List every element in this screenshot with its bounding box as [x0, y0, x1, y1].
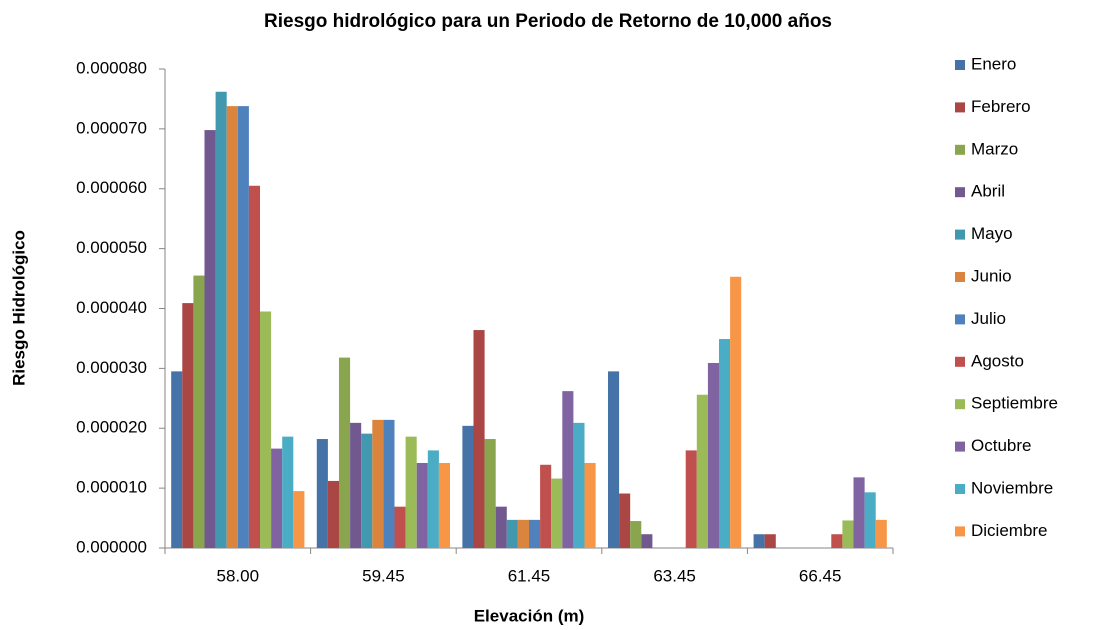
bar	[361, 433, 373, 548]
legend-label: Abril	[971, 182, 1005, 201]
bar	[529, 519, 541, 548]
legend-label: Diciembre	[971, 521, 1048, 540]
legend-label: Marzo	[971, 139, 1018, 158]
x-tick-label: 63.45	[653, 566, 696, 585]
bar	[226, 106, 238, 548]
bar	[764, 534, 776, 548]
bar	[831, 534, 843, 548]
legend-label: Junio	[971, 266, 1012, 285]
bar	[237, 106, 249, 548]
bar	[282, 436, 294, 548]
bar	[875, 519, 887, 548]
bar	[685, 450, 697, 548]
bar	[730, 276, 742, 548]
legend-swatch	[955, 484, 965, 494]
y-tick-label: 0.000000	[76, 537, 147, 556]
legend-swatch	[955, 60, 965, 70]
bar	[495, 506, 507, 548]
y-tick-label: 0.000030	[76, 358, 147, 377]
bar	[619, 493, 631, 548]
legend-swatch	[955, 526, 965, 537]
bar	[372, 419, 384, 548]
legend-swatch	[955, 314, 965, 325]
bar	[462, 425, 474, 548]
bar	[484, 439, 496, 548]
y-tick-label: 0.000060	[76, 178, 147, 197]
y-tick-label: 0.000040	[76, 298, 147, 317]
bar	[707, 362, 720, 548]
bar	[204, 130, 216, 548]
bar	[350, 422, 362, 548]
bar	[842, 520, 854, 548]
legend-swatch	[955, 102, 965, 113]
bar	[215, 91, 227, 548]
y-axis-label: Riesgo Hidrológico	[9, 230, 28, 386]
legend-swatch	[955, 229, 965, 240]
x-tick-label: 66.45	[799, 566, 842, 585]
legend-label: Julio	[971, 309, 1006, 328]
x-tick-label: 59.45	[362, 566, 405, 585]
bar	[641, 534, 653, 548]
legend-swatch	[955, 399, 965, 410]
bar	[864, 492, 876, 548]
x-tick-label: 61.45	[508, 566, 551, 585]
legend-label: Enero	[971, 54, 1016, 73]
bar	[338, 357, 351, 548]
bar	[271, 448, 283, 548]
legend-swatch	[955, 356, 965, 367]
y-tick-label: 0.000010	[76, 478, 147, 497]
bar	[573, 422, 585, 548]
y-tick-label: 0.000070	[76, 118, 147, 137]
bar	[517, 519, 529, 548]
bar	[630, 521, 642, 548]
legend-label: Febrero	[971, 97, 1031, 116]
bar	[696, 394, 708, 548]
bar	[182, 303, 194, 548]
bar	[416, 462, 428, 548]
bar	[506, 519, 518, 548]
bar	[248, 185, 261, 548]
y-tick-label: 0.000020	[76, 418, 147, 437]
x-axis-label: Elevación (m)	[474, 606, 585, 625]
y-tick-label: 0.000080	[76, 58, 147, 77]
legend-swatch	[955, 144, 965, 155]
legend-label: Agosto	[971, 351, 1024, 370]
bar	[753, 534, 765, 548]
bar	[383, 419, 395, 548]
bar	[562, 391, 574, 548]
bar	[327, 480, 339, 548]
chart-title: Riesgo hidrológico para un Periodo de Re…	[264, 11, 832, 32]
bar	[394, 506, 406, 548]
legend-label: Mayo	[971, 224, 1013, 243]
bar	[584, 462, 596, 548]
bar	[540, 464, 552, 548]
legend-label: Octubre	[971, 436, 1031, 455]
bar	[405, 436, 417, 548]
bar	[293, 491, 305, 548]
bar	[719, 339, 731, 548]
bar	[607, 371, 620, 548]
legend-swatch	[955, 441, 965, 452]
legend-label: Septiembre	[971, 394, 1058, 413]
y-tick-label: 0.000050	[76, 238, 147, 257]
legend-label: Noviembre	[971, 478, 1053, 497]
bar	[260, 311, 272, 548]
legend-swatch	[955, 187, 965, 198]
bar	[193, 275, 205, 548]
bar	[427, 450, 439, 548]
bar	[438, 462, 451, 548]
bar	[473, 330, 485, 548]
bar	[171, 371, 183, 548]
x-tick-label: 58.00	[217, 566, 260, 585]
bar	[853, 477, 865, 548]
bar	[316, 439, 328, 548]
legend-swatch	[955, 272, 965, 282]
bar	[551, 478, 563, 548]
